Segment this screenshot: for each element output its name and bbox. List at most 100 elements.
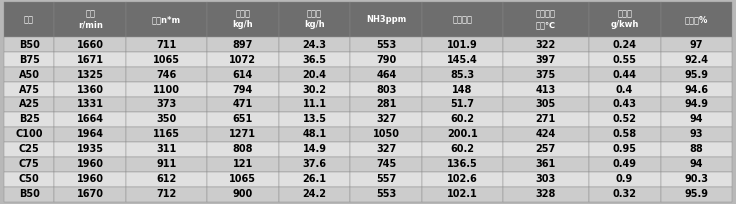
Text: C100: C100 [15,130,43,140]
Text: 工况: 工况 [24,15,34,24]
Text: 900: 900 [233,190,253,200]
Bar [279,187,350,202]
Text: 1660: 1660 [77,40,104,50]
Bar [350,187,422,202]
Text: 0.24: 0.24 [612,40,637,50]
Text: 794: 794 [233,84,253,94]
Bar [589,157,660,172]
Text: 413: 413 [536,84,556,94]
Text: 1271: 1271 [230,130,256,140]
Bar [207,2,279,37]
Text: A50: A50 [18,70,40,80]
Text: 进气量
kg/h: 进气量 kg/h [233,10,253,29]
Bar [54,157,127,172]
Text: 102.1: 102.1 [447,190,478,200]
Text: 0.55: 0.55 [612,54,637,64]
Bar [279,97,350,112]
Bar [4,142,54,157]
Bar [279,67,350,82]
Bar [127,112,207,127]
Bar [503,97,589,112]
Bar [54,52,127,67]
Text: 350: 350 [157,114,177,124]
Text: 24.3: 24.3 [302,40,327,50]
Text: 553: 553 [376,190,397,200]
Bar [4,157,54,172]
Bar [207,112,279,127]
Text: 90.3: 90.3 [684,174,709,184]
Bar [589,82,660,97]
Text: 651: 651 [233,114,253,124]
Text: 93: 93 [690,130,703,140]
Bar [4,82,54,97]
Text: 1664: 1664 [77,114,104,124]
Text: 1072: 1072 [230,54,256,64]
Text: 803: 803 [376,84,397,94]
Text: 0.9: 0.9 [616,174,633,184]
Bar [127,172,207,187]
Text: 94: 94 [690,160,703,170]
Text: 471: 471 [233,100,253,110]
Text: 311: 311 [157,144,177,154]
Text: 327: 327 [376,114,397,124]
Bar [4,37,54,52]
Bar [503,127,589,142]
Text: NH3ppm: NH3ppm [367,15,406,24]
Bar [350,142,422,157]
Bar [589,67,660,82]
Bar [54,97,127,112]
Text: 745: 745 [376,160,397,170]
Text: 14.9: 14.9 [302,144,327,154]
Text: 200.1: 200.1 [447,130,478,140]
Text: B50: B50 [18,40,40,50]
Text: 11.1: 11.1 [302,100,327,110]
Text: 281: 281 [376,100,397,110]
Text: 转化率%: 转化率% [684,15,708,24]
Bar [660,157,732,172]
Bar [54,187,127,202]
Bar [660,67,732,82]
Text: 51.7: 51.7 [450,100,475,110]
Text: 0.95: 0.95 [612,144,637,154]
Bar [422,142,503,157]
Text: 单次喷射: 单次喷射 [453,15,473,24]
Text: 24.2: 24.2 [302,190,327,200]
Bar [350,127,422,142]
Bar [589,172,660,187]
Text: 60.2: 60.2 [450,114,475,124]
Bar [207,52,279,67]
Bar [422,127,503,142]
Bar [503,37,589,52]
Bar [127,67,207,82]
Text: 1935: 1935 [77,144,104,154]
Bar [279,2,350,37]
Text: B75: B75 [18,54,40,64]
Bar [207,127,279,142]
Text: B25: B25 [18,114,40,124]
Bar [503,187,589,202]
Bar [422,172,503,187]
Text: 97: 97 [690,40,703,50]
Bar [207,142,279,157]
Text: 614: 614 [233,70,253,80]
Text: 1331: 1331 [77,100,104,110]
Text: 0.43: 0.43 [612,100,637,110]
Bar [660,2,732,37]
Text: 790: 790 [376,54,397,64]
Bar [127,2,207,37]
Text: A25: A25 [18,100,40,110]
Text: 553: 553 [376,40,397,50]
Bar [589,37,660,52]
Text: 1325: 1325 [77,70,104,80]
Bar [422,82,503,97]
Bar [660,82,732,97]
Text: 1050: 1050 [373,130,400,140]
Bar [350,67,422,82]
Text: 36.5: 36.5 [302,54,327,64]
Bar [127,187,207,202]
Bar [503,112,589,127]
Text: 1065: 1065 [230,174,256,184]
Bar [350,82,422,97]
Text: 13.5: 13.5 [302,114,327,124]
Bar [54,2,127,37]
